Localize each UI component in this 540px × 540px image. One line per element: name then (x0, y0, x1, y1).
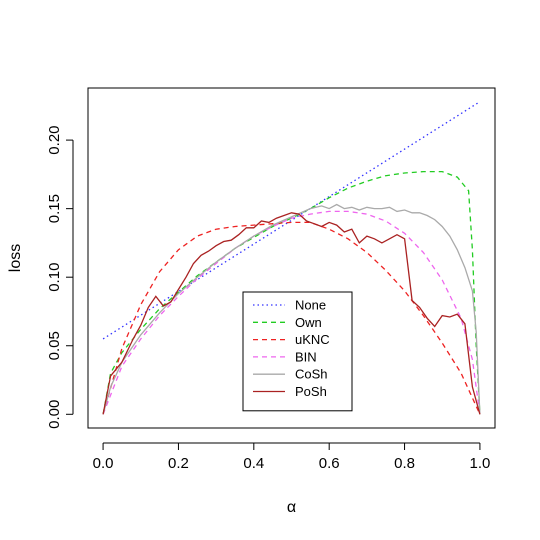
y-axis-title: loss (7, 244, 24, 272)
legend-label-none: None (295, 298, 326, 313)
series-line-own (102, 170, 481, 415)
legend-label-uknc: uKNC (295, 332, 330, 347)
plot-frame (87, 87, 496, 429)
legend-label-posh: PoSh (295, 384, 327, 399)
series-lines (102, 101, 481, 415)
y-tick-label: 0.15 (46, 194, 63, 223)
y-tick-label: 0.10 (46, 263, 63, 292)
y-axis: 0.00 0.05 0.10 0.15 0.20 (46, 125, 74, 429)
y-tick-label: 0.05 (46, 331, 63, 360)
x-tick-label: 0.8 (394, 455, 415, 472)
x-tick-label: 0.2 (168, 455, 189, 472)
legend-label-cosh: CoSh (295, 367, 328, 382)
x-tick-label: 0.0 (93, 455, 114, 472)
legend: None Own uKNC BIN CoSh PoSh (242, 291, 353, 412)
legend-label-own: Own (295, 315, 322, 330)
x-tick-label: 1.0 (469, 455, 490, 472)
x-axis-title: α (287, 499, 296, 516)
x-tick-label: 0.4 (243, 455, 264, 472)
x-tick-label: 0.6 (319, 455, 340, 472)
y-tick-label: 0.20 (46, 125, 63, 154)
series-line-uknc (102, 221, 481, 415)
x-axis: 0.0 0.2 0.4 0.6 0.8 1.0 (93, 442, 490, 472)
series-line-posh (102, 212, 481, 415)
y-tick-label: 0.00 (46, 400, 63, 429)
series-line-cosh (102, 203, 481, 415)
legend-label-bin: BIN (295, 349, 317, 364)
